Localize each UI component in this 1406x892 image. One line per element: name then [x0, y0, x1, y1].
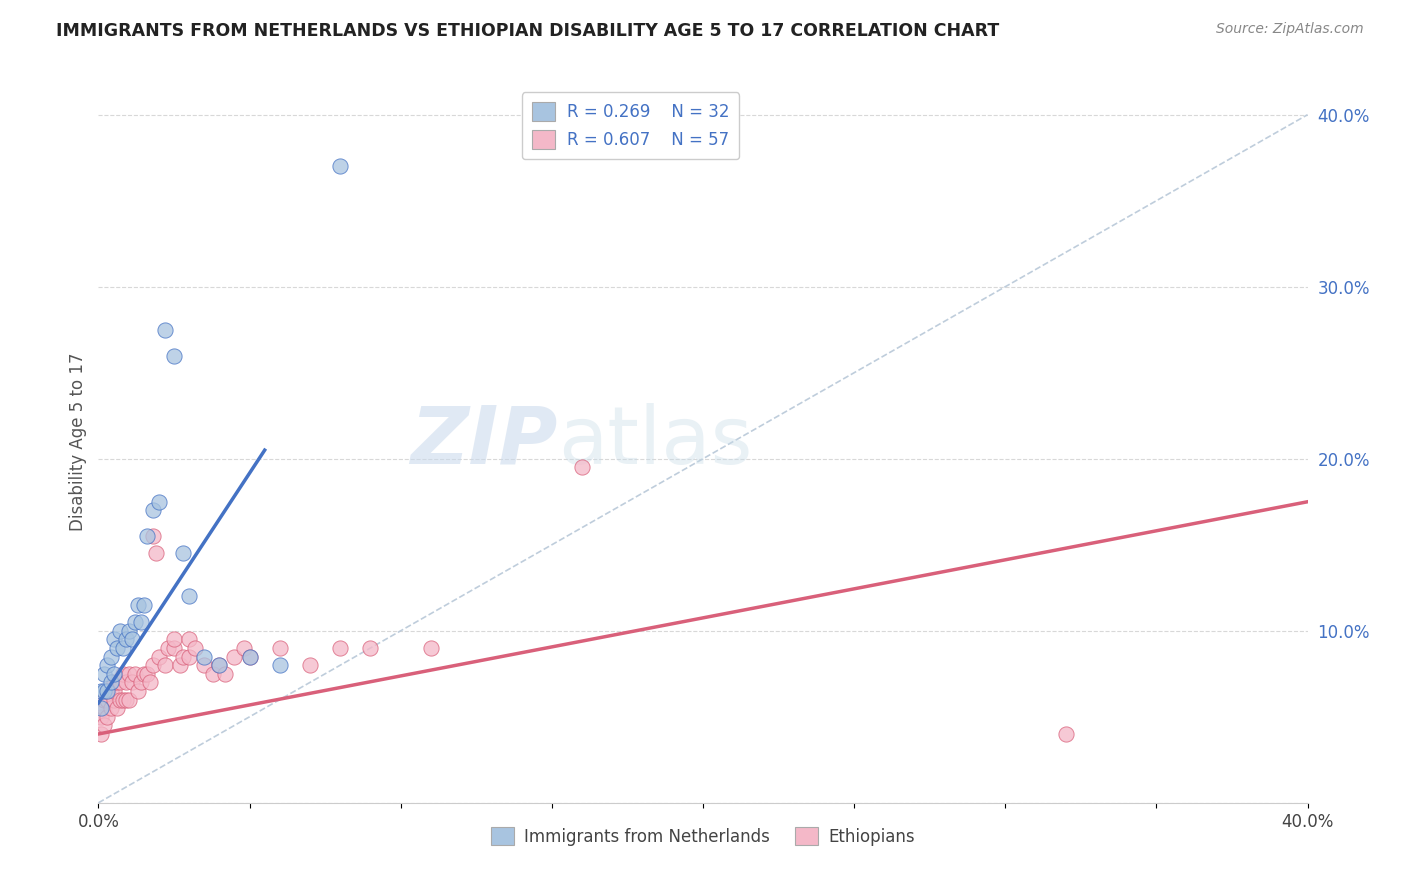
Point [93, 692, 115, 706]
Point [103, 632, 125, 647]
Point [214, 666, 236, 681]
Point [93, 701, 115, 715]
Text: IMMIGRANTS FROM NETHERLANDS VS ETHIOPIAN DISABILITY AGE 5 TO 17 CORRELATION CHAR: IMMIGRANTS FROM NETHERLANDS VS ETHIOPIAN… [56, 22, 1000, 40]
Point [202, 666, 225, 681]
Point [118, 624, 141, 638]
Point [108, 692, 131, 706]
Point [142, 503, 165, 517]
Point [90, 701, 112, 715]
Point [132, 666, 155, 681]
Point [100, 675, 122, 690]
Point [224, 649, 246, 664]
Point [127, 684, 149, 698]
Point [114, 692, 136, 706]
Point [129, 615, 152, 630]
Text: Source: ZipAtlas.com: Source: ZipAtlas.com [1216, 22, 1364, 37]
Point [360, 640, 382, 655]
Point [269, 640, 291, 655]
Point [232, 640, 254, 655]
Point [111, 666, 134, 681]
Point [100, 649, 122, 664]
Point [105, 701, 128, 715]
Point [135, 666, 157, 681]
Point [153, 323, 176, 337]
Point [121, 675, 143, 690]
Point [239, 649, 262, 664]
Point [93, 718, 115, 732]
Point [420, 640, 443, 655]
Point [96, 710, 118, 724]
Point [179, 590, 201, 604]
Point [132, 598, 155, 612]
Point [100, 684, 122, 698]
Point [118, 666, 141, 681]
Point [93, 666, 115, 681]
Text: ZIP: ZIP [411, 402, 558, 481]
Point [96, 684, 118, 698]
Point [142, 529, 165, 543]
Point [163, 640, 186, 655]
Point [129, 675, 152, 690]
Point [163, 349, 186, 363]
Legend: Immigrants from Netherlands, Ethiopians: Immigrants from Netherlands, Ethiopians [484, 821, 922, 852]
Point [156, 640, 179, 655]
Point [269, 658, 291, 673]
Point [121, 632, 143, 647]
Point [90, 710, 112, 724]
Point [329, 640, 352, 655]
Point [111, 692, 134, 706]
Point [135, 529, 157, 543]
Point [124, 615, 146, 630]
Point [153, 658, 176, 673]
Point [179, 632, 201, 647]
Point [172, 649, 194, 664]
Point [172, 546, 194, 560]
Point [96, 692, 118, 706]
Point [90, 727, 112, 741]
Point [184, 640, 207, 655]
Point [96, 658, 118, 673]
Point [93, 684, 115, 698]
Point [124, 666, 146, 681]
Point [163, 632, 186, 647]
Point [103, 666, 125, 681]
Point [193, 649, 215, 664]
Point [105, 640, 128, 655]
Point [208, 658, 231, 673]
Y-axis label: Disability Age 5 to 17: Disability Age 5 to 17 [69, 352, 87, 531]
Point [142, 658, 165, 673]
Point [208, 658, 231, 673]
Point [239, 649, 262, 664]
Point [111, 640, 134, 655]
Point [299, 658, 322, 673]
Point [179, 649, 201, 664]
Point [139, 675, 162, 690]
Point [103, 692, 125, 706]
Point [114, 675, 136, 690]
Point [90, 684, 112, 698]
Point [148, 494, 170, 508]
Point [1054, 727, 1077, 741]
Point [96, 684, 118, 698]
Point [103, 675, 125, 690]
Point [145, 546, 167, 560]
Point [148, 649, 170, 664]
Point [571, 460, 593, 475]
Text: atlas: atlas [558, 402, 752, 481]
Point [193, 658, 215, 673]
Point [169, 658, 191, 673]
Point [329, 159, 352, 173]
Point [105, 675, 128, 690]
Point [114, 632, 136, 647]
Point [103, 684, 125, 698]
Point [127, 598, 149, 612]
Point [100, 701, 122, 715]
Point [118, 692, 141, 706]
Point [108, 624, 131, 638]
Point [108, 675, 131, 690]
